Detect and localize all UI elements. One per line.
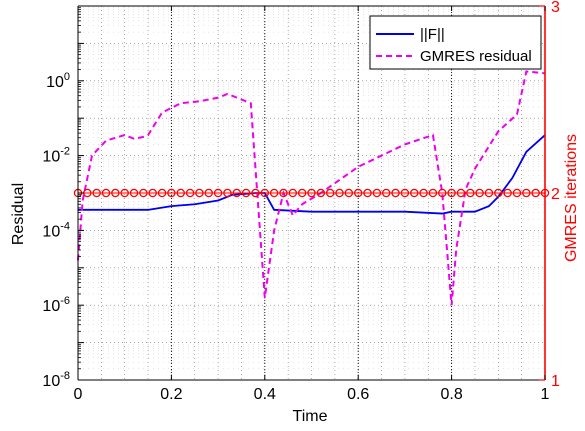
point-gmres-iterations (279, 188, 288, 198)
legend-label-norm-f: ||F|| (420, 26, 445, 43)
x-tick-label: 0.2 (160, 386, 182, 403)
axes (77, 5, 546, 381)
point-gmres-iterations (522, 188, 531, 198)
point-gmres-iterations (120, 188, 129, 198)
point-gmres-iterations (269, 188, 279, 198)
tick-labels: 0 0.2 0.4 0.6 0.8 1 100 10-2 10-4 10-6 10-8 3 2 1 (42, 0, 560, 403)
point-gmres-iterations (372, 188, 382, 198)
point-gmres-iterations (223, 188, 232, 198)
point-gmres-iterations (391, 188, 400, 198)
series-line-gmres-residual (77, 70, 546, 306)
point-gmres-iterations (381, 188, 391, 198)
point-gmres-iterations (288, 188, 298, 198)
point-gmres-iterations (419, 188, 428, 198)
point-gmres-iterations (428, 188, 438, 198)
legend: ||F|| GMRES residual (369, 15, 542, 70)
y-tick-label: 10-6 (42, 295, 70, 315)
point-gmres-iterations (251, 188, 260, 198)
y-axis-label: Residual (10, 183, 27, 245)
point-gmres-iterations (204, 188, 214, 198)
point-gmres-iterations (456, 188, 466, 198)
point-gmres-iterations (307, 188, 316, 198)
point-gmres-iterations (260, 188, 270, 198)
point-gmres-iterations (167, 188, 176, 198)
point-gmres-iterations (101, 188, 111, 198)
point-gmres-iterations (297, 188, 307, 198)
point-gmres-iterations (185, 188, 195, 198)
y-right-tick-label: 2 (551, 186, 560, 203)
x-tick-label: 0.6 (347, 386, 369, 403)
point-gmres-iterations (232, 188, 242, 198)
point-gmres-iterations (335, 188, 344, 198)
point-gmres-iterations (466, 188, 475, 198)
point-gmres-iterations (438, 188, 447, 198)
x-tick-label: 0.8 (440, 386, 462, 403)
point-gmres-iterations (195, 188, 204, 198)
point-gmres-iterations (241, 188, 251, 198)
series-line-norm-f (78, 134, 546, 215)
x-tick-label: 0 (74, 386, 83, 403)
point-gmres-iterations (92, 188, 101, 198)
point-gmres-iterations (512, 188, 522, 198)
x-tick-label: 0.4 (254, 386, 276, 403)
point-gmres-iterations (484, 188, 494, 198)
legend-box (369, 15, 542, 70)
point-gmres-iterations (447, 188, 456, 198)
y-right-tick-label: 1 (551, 373, 560, 390)
y-tick-label: 10-8 (42, 370, 70, 390)
point-gmres-iterations (409, 188, 419, 198)
point-gmres-iterations (475, 188, 484, 198)
point-gmres-iterations (157, 188, 167, 198)
point-gmres-iterations (503, 188, 512, 198)
point-gmres-iterations (494, 188, 503, 198)
x-axis-label: Time (293, 408, 328, 425)
point-gmres-iterations (148, 188, 157, 198)
point-gmres-iterations (363, 188, 372, 198)
point-gmres-iterations (176, 188, 185, 198)
y-tick-label: 100 (46, 71, 70, 91)
point-gmres-iterations (344, 188, 354, 198)
point-gmres-iterations (400, 188, 410, 198)
point-gmres-iterations (213, 188, 223, 198)
point-gmres-iterations (353, 188, 363, 198)
point-gmres-iterations (129, 188, 139, 198)
y-tick-label: 10-4 (42, 220, 70, 240)
y-tick-label: 10-2 (42, 146, 70, 166)
point-gmres-iterations (111, 188, 120, 198)
point-gmres-iterations (316, 188, 326, 198)
point-gmres-iterations (325, 188, 335, 198)
x-tick-label: 1 (541, 386, 550, 403)
y-right-tick-label: 3 (551, 0, 560, 16)
y-right-axis-label: GMRES iterations (563, 134, 580, 262)
legend-label-gmres-residual: GMRES residual (420, 48, 532, 65)
point-gmres-iterations (139, 188, 148, 198)
